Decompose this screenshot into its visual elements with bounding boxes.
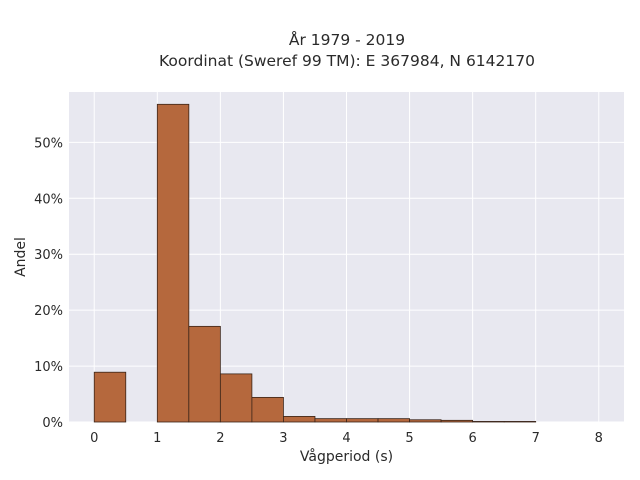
histogram-bar xyxy=(156,103,190,423)
x-tick-labels: 0 1 2 3 4 5 6 7 8 xyxy=(90,431,603,446)
histogram-bar xyxy=(346,418,379,423)
histogram-bar xyxy=(503,421,537,423)
bars xyxy=(93,103,537,423)
histogram-bar xyxy=(283,416,316,423)
y-tick-label: 40% xyxy=(34,192,63,207)
y-tick-label: 30% xyxy=(34,248,63,263)
x-tick-label: 4 xyxy=(342,431,350,446)
y-tick-label: 50% xyxy=(34,136,63,151)
y-tick-labels: 0% 10% 20% 30% 40% 50% xyxy=(34,136,63,431)
x-tick-label: 5 xyxy=(405,431,413,446)
x-tick-label: 1 xyxy=(153,431,161,446)
histogram-bar xyxy=(251,396,284,423)
x-tick-label: 6 xyxy=(468,431,476,446)
x-tick-label: 3 xyxy=(279,431,287,446)
chart-title-line2: Koordinat (Sweref 99 TM): E 367984, N 61… xyxy=(159,52,535,70)
histogram-bar xyxy=(377,418,410,423)
x-axis-label: Vågperiod (s) xyxy=(300,448,393,465)
y-tick-label: 20% xyxy=(34,304,63,319)
histogram-bar xyxy=(188,325,221,423)
y-tick-label: 0% xyxy=(42,416,63,431)
histogram-bar xyxy=(219,373,253,423)
histogram-bar xyxy=(409,419,442,423)
x-tick-label: 0 xyxy=(90,431,98,446)
histogram-bar xyxy=(93,371,127,423)
histogram-bar xyxy=(314,418,347,423)
histogram-bar xyxy=(472,421,505,423)
x-tick-label: 2 xyxy=(216,431,224,446)
x-tick-label: 8 xyxy=(595,431,603,446)
histogram-bar xyxy=(440,419,474,423)
chart-title-line1: År 1979 - 2019 xyxy=(289,30,405,49)
x-tick-label: 7 xyxy=(532,431,540,446)
y-axis-label: Andel xyxy=(13,237,29,277)
y-tick-label: 10% xyxy=(34,360,63,375)
